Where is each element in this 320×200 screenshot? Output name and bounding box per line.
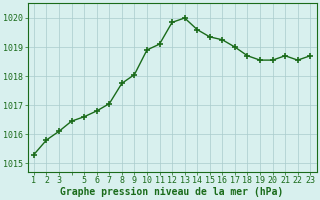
X-axis label: Graphe pression niveau de la mer (hPa): Graphe pression niveau de la mer (hPa): [60, 186, 284, 197]
